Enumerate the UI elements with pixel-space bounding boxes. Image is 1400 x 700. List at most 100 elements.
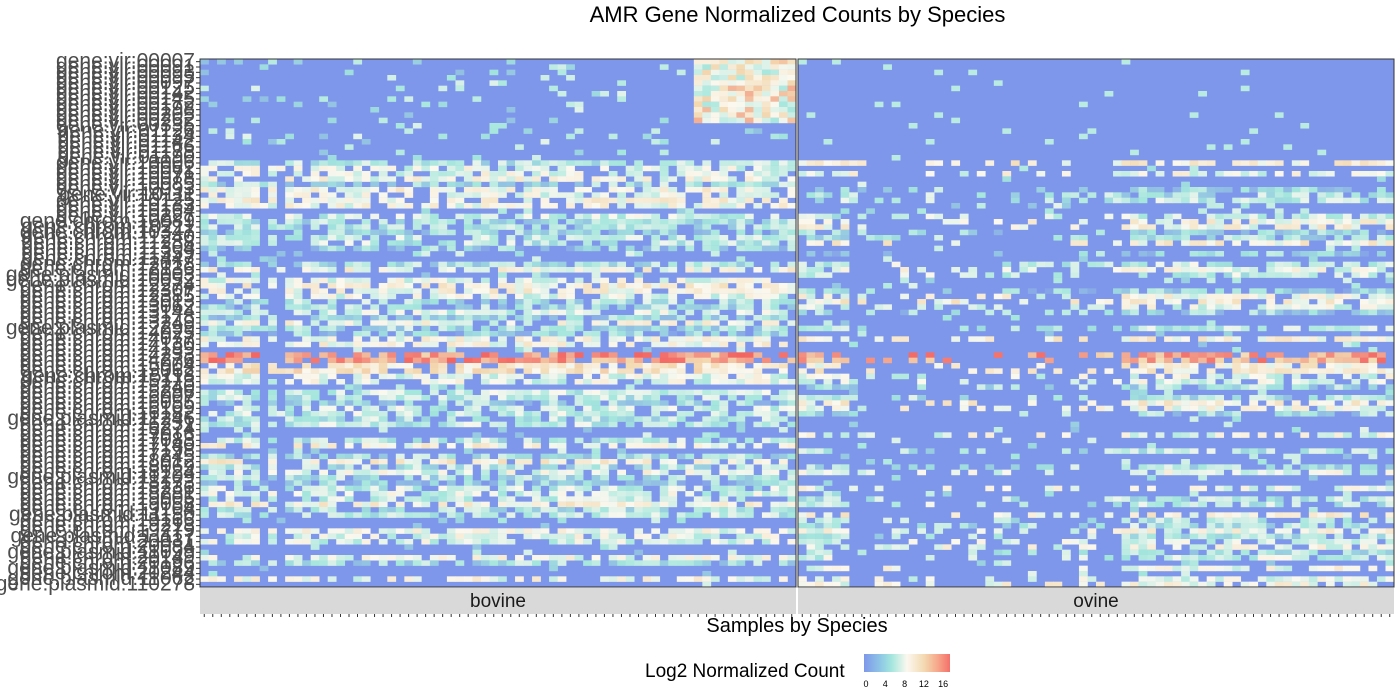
heatmap-cell: [744, 453, 754, 460]
heatmap-cell: [1181, 229, 1190, 236]
heatmap-cell: [421, 299, 431, 305]
heatmap-cell: [540, 496, 550, 502]
heatmap-cell: [532, 171, 541, 177]
heatmap-cell: [549, 187, 558, 193]
heatmap-cell: [463, 277, 473, 284]
heatmap-cell: [242, 336, 252, 342]
heatmap-cell: [1113, 240, 1122, 246]
heatmap-cell: [1274, 160, 1284, 166]
heatmap-cell: [540, 357, 550, 364]
heatmap-cell: [242, 528, 252, 534]
heatmap-cell: [208, 469, 218, 476]
heatmap-cell: [993, 293, 1003, 300]
heatmap-cell: [710, 373, 720, 380]
heatmap-cell: [336, 453, 346, 460]
heatmap-cell: [259, 512, 269, 518]
heatmap-cell: [1291, 293, 1301, 300]
y-tick-label: gene:vir:10227: [56, 204, 195, 227]
heatmap-cell: [498, 539, 507, 545]
heatmap-cell: [710, 331, 720, 337]
heatmap-cell: [225, 453, 235, 460]
heatmap-cell: [1325, 240, 1335, 246]
heatmap-cell: [302, 485, 311, 492]
heatmap-cell: [353, 229, 363, 236]
heatmap-cell: [778, 69, 788, 76]
heatmap-cell: [293, 160, 303, 166]
heatmap-cell: [574, 528, 584, 534]
heatmap-cell: [421, 219, 431, 225]
heatmap-cell: [761, 315, 771, 321]
heatmap-cell: [549, 240, 558, 246]
heatmap-cell: [1334, 384, 1344, 390]
heatmap-cell: [753, 64, 763, 70]
heatmap-cell: [736, 373, 746, 380]
heatmap-cell: [574, 309, 584, 316]
heatmap-cell: [378, 395, 388, 401]
heatmap-cell: [1130, 224, 1139, 230]
heatmap-cell: [327, 261, 337, 268]
heatmap-cell: [515, 293, 524, 300]
heatmap-cell: [404, 171, 414, 177]
heatmap-cell: [549, 421, 558, 428]
heatmap-cell: [540, 165, 550, 172]
heatmap-cell: [242, 373, 252, 380]
heatmap-cell: [625, 485, 635, 492]
heatmap-cell: [549, 512, 558, 518]
y-tick-label: gene:vir:10111: [59, 183, 195, 206]
heatmap-cell: [634, 528, 644, 534]
heatmap-cell: [378, 325, 388, 332]
heatmap-cell: [251, 576, 260, 582]
heatmap-cell: [540, 331, 550, 337]
heatmap-cell: [1240, 224, 1250, 230]
heatmap-cell: [617, 320, 627, 326]
heatmap-cell: [566, 357, 575, 364]
heatmap-cell: [753, 187, 763, 193]
heatmap-cell: [617, 315, 627, 321]
heatmap-cell: [642, 373, 652, 380]
heatmap-cell: [532, 176, 541, 182]
heatmap-cell: [693, 421, 703, 428]
heatmap-cell: [857, 325, 867, 332]
heatmap-cell: [200, 341, 209, 348]
heatmap-cell: [976, 304, 986, 310]
heatmap-cell: [1155, 384, 1165, 390]
heatmap-cell: [1130, 219, 1139, 225]
heatmap-cell: [642, 400, 652, 406]
heatmap-cell: [874, 304, 884, 310]
heatmap-cell: [787, 560, 797, 566]
heatmap-cell: [1121, 192, 1131, 198]
heatmap-cell: [217, 437, 226, 444]
heatmap-cell: [1359, 235, 1369, 241]
heatmap-cell: [251, 437, 260, 444]
heatmap-cell: [566, 528, 575, 534]
heatmap-cell: [234, 299, 243, 305]
heatmap-cell: [506, 331, 516, 337]
heatmap-cell: [719, 267, 729, 273]
heatmap-cell: [866, 208, 875, 214]
heatmap-cell: [778, 181, 788, 188]
heatmap-cell: [1078, 240, 1088, 246]
heatmap-cell: [523, 400, 533, 406]
heatmap-cell: [1172, 363, 1182, 369]
heatmap-cell: [387, 325, 397, 332]
heatmap-cell: [608, 187, 618, 193]
heatmap-cell: [1376, 235, 1386, 241]
heatmap-cell: [438, 400, 448, 406]
heatmap-cell: [659, 245, 669, 252]
heatmap-cell: [370, 416, 380, 422]
heatmap-cell: [549, 405, 558, 412]
heatmap-cell: [285, 528, 294, 534]
heatmap-cell: [251, 491, 260, 497]
heatmap-cell: [857, 187, 867, 193]
heatmap-cell: [370, 411, 380, 417]
heatmap-cell: [446, 464, 456, 470]
heatmap-cell: [268, 59, 277, 65]
heatmap-cell: [1215, 219, 1225, 225]
heatmap-cell: [702, 277, 712, 284]
heatmap-cell: [1181, 267, 1190, 273]
heatmap-cell: [378, 224, 388, 230]
heatmap-cell: [455, 251, 465, 257]
heatmap-cell: [1257, 272, 1267, 278]
heatmap-cell: [463, 288, 473, 294]
heatmap-cell: [685, 288, 695, 294]
